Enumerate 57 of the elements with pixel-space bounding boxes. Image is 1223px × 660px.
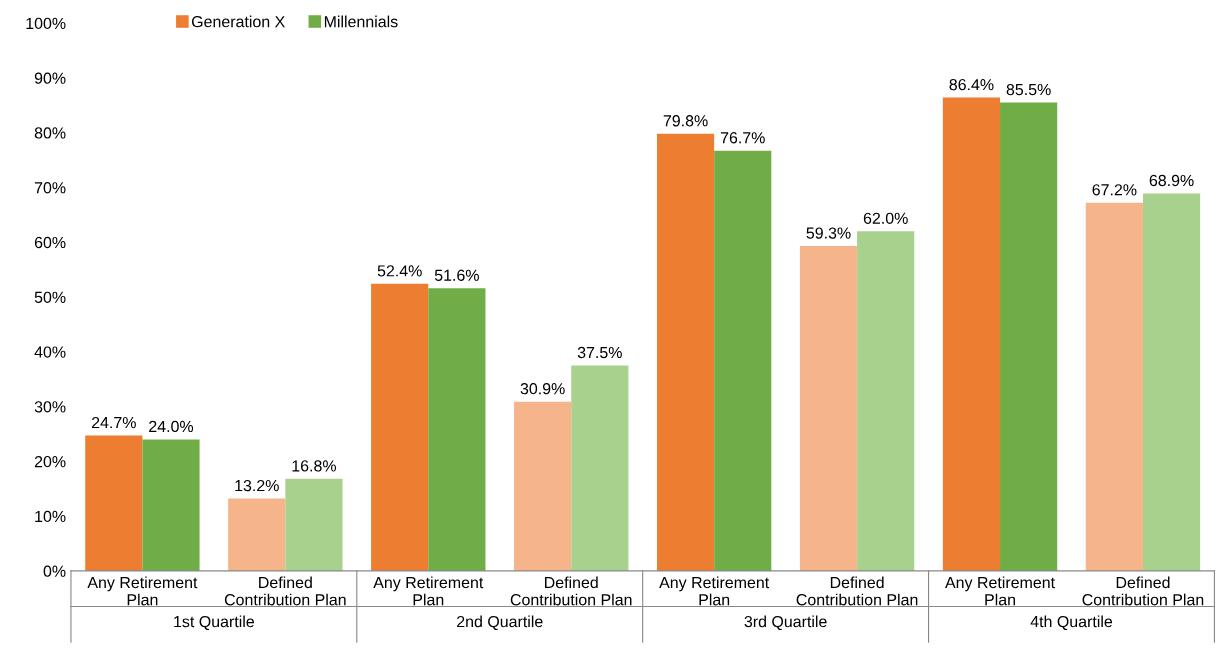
data-label: 24.7%	[91, 416, 136, 429]
bar	[1142, 193, 1201, 571]
x-tick-label: Defined Contribution Plan	[796, 576, 918, 606]
data-label: 86.4%	[949, 78, 994, 91]
y-tick-label: 20%	[34, 455, 66, 468]
y-tick-label: 60%	[34, 236, 66, 249]
y-tick-label: 50%	[34, 291, 66, 303]
x-tick-label: Defined Contribution Plan	[1082, 576, 1204, 606]
y-tick-label: 30%	[34, 401, 66, 413]
data-label: 24.0%	[149, 420, 194, 433]
x-tick-label: Any Retirement Plan	[659, 576, 770, 606]
y-tick-label: 40%	[34, 346, 66, 358]
data-label: 59.3%	[806, 227, 851, 239]
bar	[656, 133, 715, 571]
text: 3rd Quartile	[744, 615, 827, 631]
data-label: 37.5%	[577, 346, 622, 359]
y-tick-label: 100%	[26, 17, 66, 30]
bar	[228, 498, 286, 571]
y-tick-label: 10%	[35, 510, 66, 523]
bar	[942, 97, 1001, 571]
data-label: 52.4%	[377, 265, 422, 277]
text: 1st Quartile	[174, 615, 254, 631]
legend-label: Generation X	[191, 15, 285, 28]
x-tick-label: Any Retirement Plan	[945, 576, 1055, 606]
bar	[285, 478, 343, 571]
bar	[714, 150, 772, 571]
data-label: 13.2%	[235, 479, 279, 492]
y-tick-label: 0%	[43, 565, 66, 577]
x-tick-label: Any Retirement Plan	[87, 576, 198, 606]
data-label: 79.8%	[663, 115, 708, 127]
x-tick-label: Defined Contribution Plan	[224, 576, 346, 606]
bar	[799, 246, 858, 571]
bar	[1000, 102, 1058, 571]
bar	[428, 288, 486, 571]
data-label: 51.6%	[434, 269, 479, 281]
bar	[371, 283, 429, 571]
x-tick-label: Any Retirement Plan	[373, 576, 484, 606]
bar	[514, 401, 572, 571]
y-tick-label: 90%	[34, 72, 66, 84]
data-label: 68.9%	[1149, 174, 1194, 187]
data-label: 67.2%	[1092, 184, 1137, 196]
bar	[85, 435, 143, 571]
text: 4th Quartile	[1030, 615, 1113, 631]
y-tick-label: 70%	[34, 182, 66, 194]
data-label: 85.5%	[1006, 83, 1051, 96]
data-label: 16.8%	[292, 460, 337, 472]
y-tick-label: 80%	[34, 127, 66, 139]
bar	[142, 439, 200, 571]
text: 2nd Quartile	[457, 615, 543, 631]
legend-label: Millennials	[324, 15, 398, 28]
data-label: 76.7%	[720, 132, 765, 144]
bar	[857, 231, 915, 571]
bar	[1085, 202, 1143, 571]
bar	[571, 365, 629, 571]
data-label: 30.9%	[520, 383, 565, 395]
data-label: 62.0%	[863, 212, 908, 224]
x-tick-label: Defined Contribution Plan	[510, 576, 632, 606]
